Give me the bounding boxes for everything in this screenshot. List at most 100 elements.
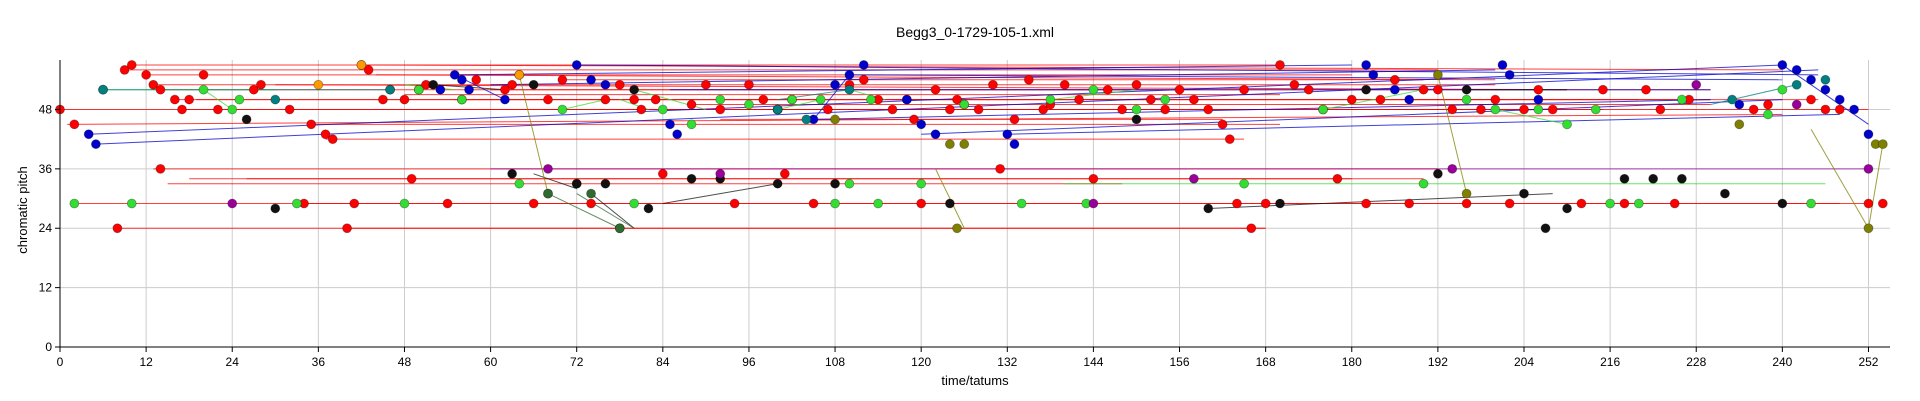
note-point-red (1461, 198, 1472, 209)
note-point-green (198, 84, 209, 95)
note-point-red (952, 94, 962, 105)
note-point-olive (959, 139, 970, 150)
note-point-blue (435, 84, 446, 95)
note-point-green (1605, 198, 1616, 209)
note-line-olive (1867, 144, 1884, 229)
note-point-red (1598, 84, 1608, 95)
note-point-red (112, 223, 123, 234)
note-point-blue (830, 79, 840, 90)
note-line-olive (1437, 74, 1468, 194)
note-point-black (600, 178, 611, 189)
note-point-red (600, 94, 611, 105)
note-point-blue (858, 60, 869, 70)
note-point-red (1131, 79, 1142, 90)
note-point-red (808, 198, 819, 209)
note-point-red (399, 94, 410, 105)
note-point-red (1375, 94, 1386, 105)
note-point-blue (464, 84, 474, 95)
note-point-red (141, 69, 152, 80)
note-point-black (1203, 203, 1214, 214)
note-point-blue (500, 94, 510, 105)
note-point-red (1834, 104, 1845, 115)
note-point-red (1533, 84, 1544, 95)
note-line-green (1495, 108, 1568, 125)
note-point-teal (1791, 79, 1802, 90)
note-point-red (1432, 84, 1443, 95)
plot-area (55, 60, 1888, 234)
note-line-darkgreen (547, 193, 620, 229)
note-point-green (686, 119, 697, 130)
note-point-blue (1002, 129, 1013, 140)
note-line-black (1208, 193, 1553, 209)
note-point-red (1447, 104, 1458, 115)
note-point-red (184, 94, 195, 105)
note-point-red (69, 119, 80, 130)
note-point-red (543, 94, 553, 105)
note-point-red (586, 198, 596, 209)
note-point-green (1131, 104, 1142, 115)
note-line-blue (813, 74, 850, 120)
note-point-green (1590, 104, 1601, 115)
note-point-red (1476, 104, 1486, 115)
note-point-red (528, 198, 539, 209)
note-point-red (1088, 173, 1099, 184)
x-axis-title: time/tatums (941, 373, 1009, 388)
note-point-blue (449, 69, 460, 80)
note-point-blue (930, 129, 941, 140)
note-point-red (988, 79, 998, 90)
note-point-red (973, 104, 984, 115)
note-point-black (507, 168, 518, 179)
note-point-green (1562, 119, 1572, 130)
note-point-black (1275, 198, 1285, 209)
note-line-olive (1810, 129, 1869, 229)
note-point-red (657, 168, 668, 179)
note-point-blue (1533, 94, 1544, 105)
note-point-red (1346, 94, 1357, 105)
note-point-black (686, 173, 697, 184)
note-point-red (779, 168, 790, 179)
note-point-red (1763, 99, 1773, 110)
note-point-teal (385, 84, 396, 95)
x-tick-label: 120 (911, 355, 931, 369)
note-point-teal (1727, 94, 1738, 105)
note-point-red (1641, 84, 1651, 95)
note-point-red (636, 104, 647, 115)
note-point-red (284, 104, 295, 115)
note-line-blue (95, 69, 1819, 145)
note-point-red (126, 60, 137, 70)
note-point-blue (1389, 84, 1400, 95)
note-line-blue (813, 99, 1711, 120)
note-point-red (1655, 104, 1666, 115)
note-point-purple (715, 168, 726, 179)
note-point-green (1160, 94, 1171, 105)
x-tick-label: 12 (139, 355, 153, 369)
chart-title: Begg3_0-1729-105-1.xml (896, 24, 1054, 40)
note-point-blue (901, 94, 912, 105)
note-point-blue (90, 139, 101, 150)
note-line-blue (1782, 64, 1869, 125)
note-point-black (1676, 173, 1687, 184)
note-point-red (471, 74, 482, 85)
note-point-green (227, 104, 238, 115)
note-point-blue (672, 129, 683, 140)
x-tick-label: 228 (1686, 355, 1706, 369)
note-point-green (744, 99, 754, 110)
note-point-red (1145, 94, 1156, 105)
note-point-red (1174, 84, 1185, 95)
note-point-black (830, 178, 840, 189)
note-point-green (1633, 198, 1644, 209)
note-point-red (306, 119, 317, 130)
note-point-green (1533, 104, 1544, 115)
note-point-black (1720, 188, 1730, 199)
y-tick-label: 0 (45, 340, 52, 354)
note-line-green (1322, 89, 1424, 110)
x-tick-label: 252 (1858, 355, 1878, 369)
note-point-blue (1777, 60, 1788, 70)
note-point-green (291, 198, 302, 209)
note-point-red (930, 84, 941, 95)
note-point-olive (830, 114, 840, 125)
note-point-red (1490, 94, 1501, 105)
y-tick-label: 12 (39, 281, 53, 295)
note-point-red (177, 104, 187, 115)
note-point-black (1519, 188, 1529, 199)
